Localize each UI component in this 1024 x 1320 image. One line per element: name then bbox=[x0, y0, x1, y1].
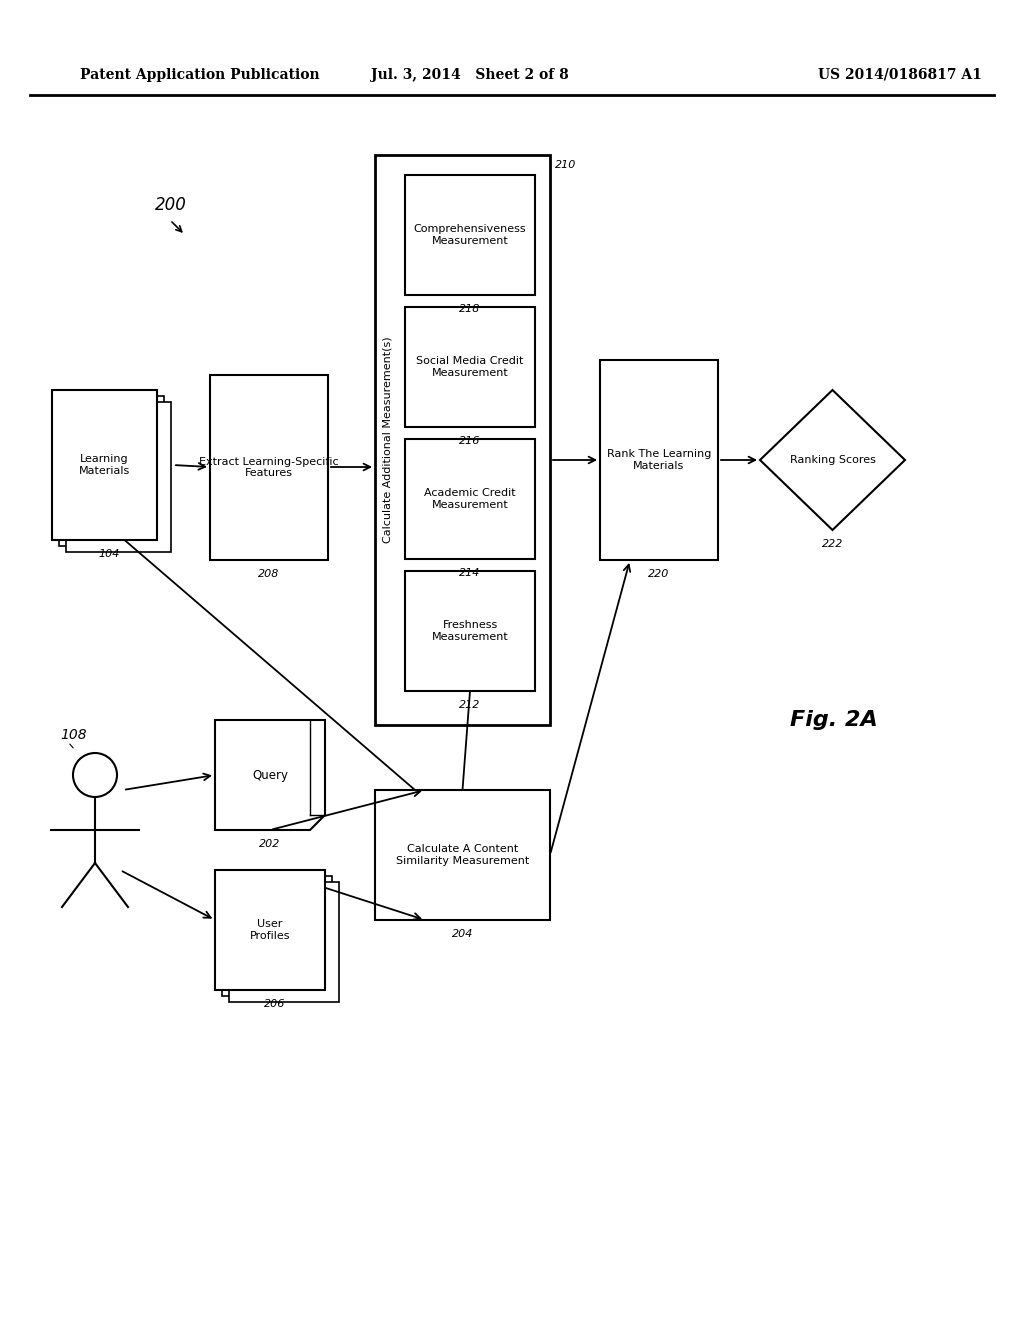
Text: Extract Learning-Specific
Features: Extract Learning-Specific Features bbox=[200, 457, 339, 478]
Text: Ranking Scores: Ranking Scores bbox=[790, 455, 876, 465]
Text: 218: 218 bbox=[460, 304, 480, 314]
Text: Calculate Additional Measurement(s): Calculate Additional Measurement(s) bbox=[382, 337, 392, 544]
Polygon shape bbox=[760, 389, 905, 531]
Text: Query: Query bbox=[252, 768, 288, 781]
Circle shape bbox=[73, 752, 117, 797]
FancyBboxPatch shape bbox=[215, 870, 325, 990]
Text: Social Media Credit
Measurement: Social Media Credit Measurement bbox=[417, 356, 523, 378]
Text: 200: 200 bbox=[155, 195, 186, 214]
Text: Freshness
Measurement: Freshness Measurement bbox=[432, 620, 508, 642]
FancyBboxPatch shape bbox=[52, 389, 157, 540]
Text: 208: 208 bbox=[258, 569, 280, 579]
FancyBboxPatch shape bbox=[406, 572, 535, 690]
FancyBboxPatch shape bbox=[66, 403, 171, 552]
FancyBboxPatch shape bbox=[59, 396, 164, 546]
Text: 220: 220 bbox=[648, 569, 670, 579]
FancyBboxPatch shape bbox=[600, 360, 718, 560]
FancyBboxPatch shape bbox=[406, 308, 535, 426]
Text: 206: 206 bbox=[264, 999, 286, 1008]
Text: 222: 222 bbox=[822, 539, 843, 549]
Text: Comprehensiveness
Measurement: Comprehensiveness Measurement bbox=[414, 224, 526, 246]
FancyBboxPatch shape bbox=[229, 882, 339, 1002]
Text: Jul. 3, 2014   Sheet 2 of 8: Jul. 3, 2014 Sheet 2 of 8 bbox=[371, 69, 569, 82]
Text: 104: 104 bbox=[98, 549, 120, 558]
Text: 210: 210 bbox=[555, 160, 577, 170]
FancyBboxPatch shape bbox=[375, 154, 550, 725]
Text: 212: 212 bbox=[460, 700, 480, 710]
Text: 108: 108 bbox=[60, 729, 87, 742]
FancyBboxPatch shape bbox=[406, 440, 535, 558]
Text: Rank The Learning
Materials: Rank The Learning Materials bbox=[607, 449, 712, 471]
FancyBboxPatch shape bbox=[375, 789, 550, 920]
Text: 214: 214 bbox=[460, 568, 480, 578]
FancyBboxPatch shape bbox=[222, 876, 332, 997]
Text: Calculate A Content
Similarity Measurement: Calculate A Content Similarity Measureme… bbox=[396, 845, 529, 866]
Text: US 2014/0186817 A1: US 2014/0186817 A1 bbox=[818, 69, 982, 82]
Text: Patent Application Publication: Patent Application Publication bbox=[80, 69, 319, 82]
Polygon shape bbox=[215, 719, 325, 830]
FancyBboxPatch shape bbox=[210, 375, 328, 560]
Text: 202: 202 bbox=[259, 840, 281, 849]
Text: 204: 204 bbox=[452, 929, 473, 939]
Text: 216: 216 bbox=[460, 436, 480, 446]
Text: Fig. 2A: Fig. 2A bbox=[790, 710, 878, 730]
Text: User
Profiles: User Profiles bbox=[250, 919, 290, 941]
Text: Academic Credit
Measurement: Academic Credit Measurement bbox=[424, 488, 516, 510]
Text: Learning
Materials: Learning Materials bbox=[79, 454, 130, 475]
FancyBboxPatch shape bbox=[406, 176, 535, 294]
